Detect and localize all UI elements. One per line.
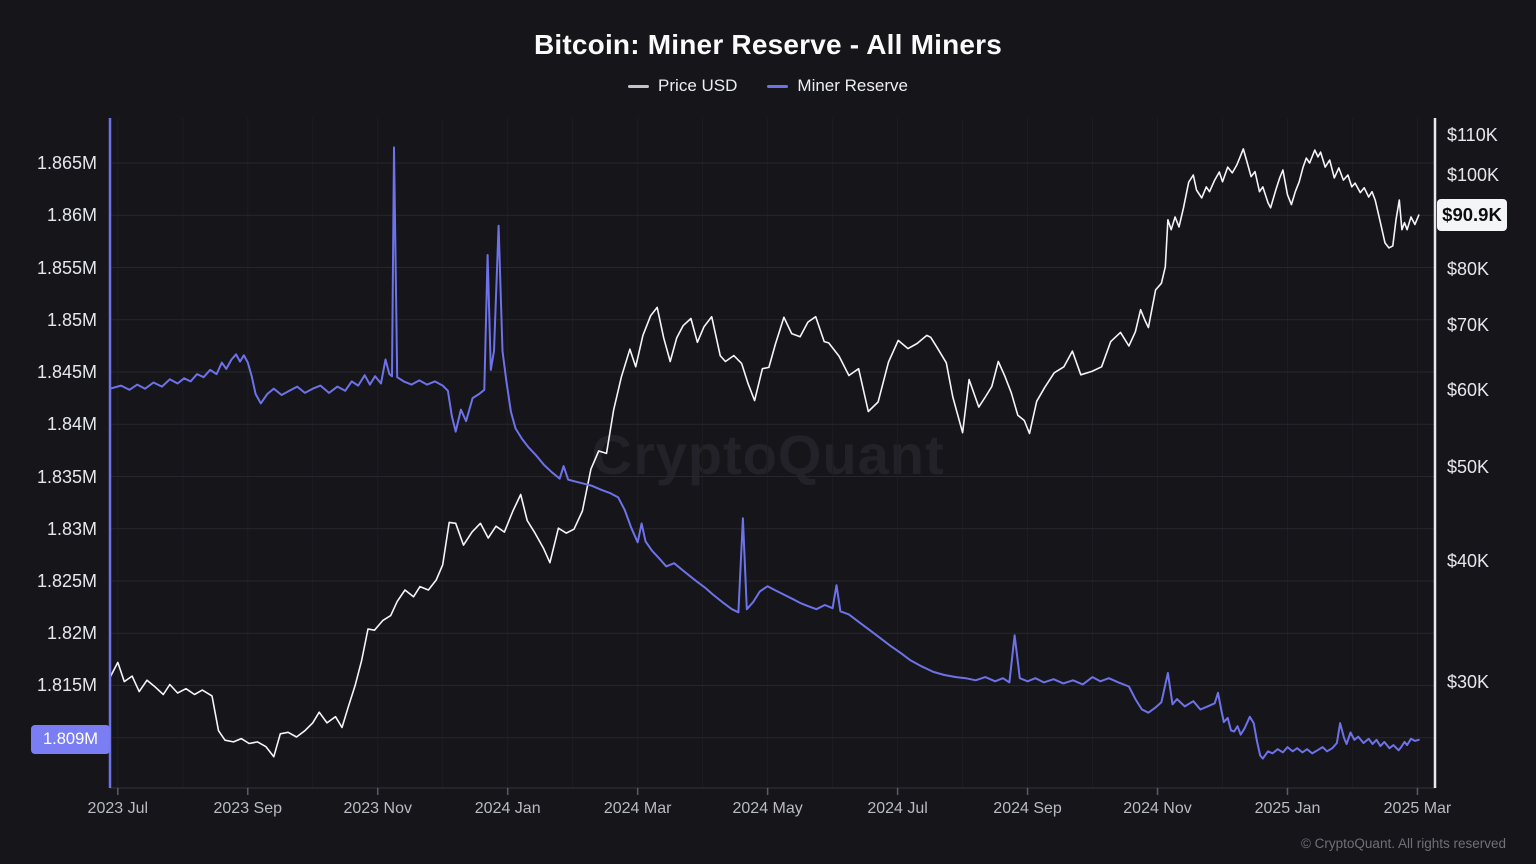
miner-reserve-series-line — [109, 146, 1420, 760]
legend-item-price-usd[interactable]: Price USD — [628, 76, 737, 96]
y-axis-left-tick-label: 1.845M — [36, 362, 97, 383]
y-axis-left-tick-label: 1.815M — [36, 675, 97, 696]
y-axis-right-tick-label: $40K — [1447, 550, 1490, 571]
x-axis-tick-label: 2024 May — [732, 800, 803, 817]
y-axis-left-tick-label: 1.82M — [46, 623, 97, 644]
x-axis-tick-label: 2025 Mar — [1383, 800, 1452, 817]
y-axis-right-tick-label: $70K — [1447, 315, 1490, 336]
y-axis-left-tick-label: 1.825M — [36, 571, 97, 591]
y-axis-left-tick-label: 1.85M — [46, 309, 97, 330]
x-axis-tick-label: 2024 Jan — [474, 800, 541, 817]
y-axis-left-tick-label: 1.84M — [46, 414, 97, 435]
y-axis-left-tick-label: 1.865M — [36, 153, 97, 174]
legend-item-miner-reserve[interactable]: Miner Reserve — [767, 76, 908, 96]
miner-reserve-line-swatch-icon — [767, 84, 789, 88]
x-axis-tick-label: 2023 Sep — [213, 800, 283, 817]
price-line-swatch-icon — [628, 84, 650, 88]
y-axis-left-tick-label: 1.835M — [36, 466, 97, 487]
y-axis-left-tick-label: 1.86M — [46, 205, 97, 226]
copyright-notice: © CryptoQuant. All rights reserved — [1300, 836, 1506, 851]
legend-label-miner-reserve: Miner Reserve — [797, 76, 908, 95]
y-axis-right-tick-label: $60K — [1447, 379, 1490, 400]
x-axis-tick-label: 2024 Sep — [993, 800, 1062, 817]
y-axis-right-tick-label: $110K — [1447, 124, 1498, 145]
y-axis-left-tick-label: 1.83M — [46, 518, 97, 539]
miner-reserve-last-value-badge: 1.809M — [31, 725, 110, 755]
legend: Price USD Miner Reserve — [0, 76, 1536, 96]
y-axis-right-tick-label: $100K — [1447, 164, 1500, 185]
y-axis-right-tick-label: $80K — [1447, 258, 1490, 279]
x-axis-tick-label: 2023 Jul — [87, 800, 149, 817]
x-axis-tick-label: 2024 Jul — [867, 800, 928, 817]
price-last-value-badge: $90.9K — [1437, 199, 1507, 232]
legend-label-price-usd: Price USD — [658, 76, 738, 95]
x-axis-tick-label: 2024 Mar — [603, 800, 672, 817]
x-axis-tick-label: 2024 Nov — [1123, 800, 1192, 817]
x-axis-tick-label: 2025 Jan — [1254, 800, 1321, 817]
y-axis-right-tick-label: $30K — [1447, 671, 1490, 692]
y-axis-right-tick-label: $50K — [1447, 456, 1490, 477]
price-series-line — [109, 148, 1420, 758]
y-axis-left-tick-label: 1.855M — [36, 257, 97, 278]
chart-title: Bitcoin: Miner Reserve - All Miners — [533, 29, 1003, 60]
x-axis-tick-label: 2023 Nov — [343, 800, 412, 817]
